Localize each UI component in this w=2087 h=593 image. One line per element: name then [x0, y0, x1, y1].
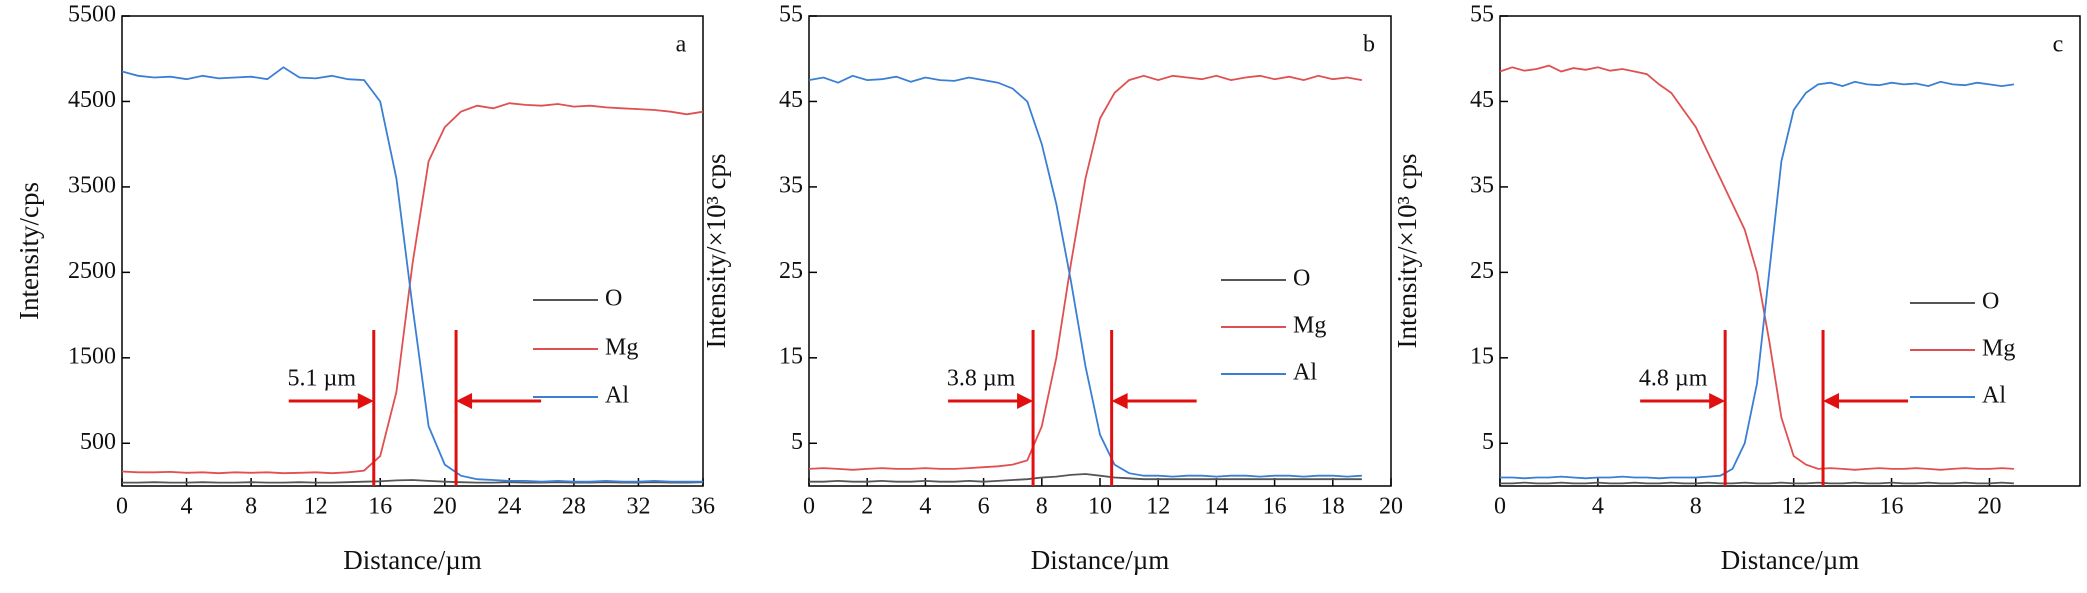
x-tick-label: 32: [626, 494, 650, 520]
x-tick-label: 28: [562, 494, 586, 520]
x-tick-label: 4: [181, 494, 193, 520]
y-tick-label: 35: [1470, 172, 1494, 198]
arrow-head: [1111, 393, 1128, 409]
arrow-head: [456, 393, 473, 409]
x-tick-label: 20: [433, 494, 457, 520]
y-tick-label: 3500: [68, 172, 116, 198]
legend-label: O: [605, 286, 622, 312]
x-tick-label: 36: [691, 494, 715, 520]
x-tick-label: 10: [1088, 494, 1112, 520]
x-tick-label: 16: [368, 494, 392, 520]
y-tick-label: 1500: [68, 343, 116, 369]
data-line: [808, 74, 1363, 471]
legend-label: Mg: [605, 335, 638, 361]
arrow-head: [1823, 393, 1840, 409]
y-tick-label: 45: [1470, 87, 1494, 113]
y-tick-label: 35: [779, 172, 803, 198]
y-axis-label: Intensity/×10³ cps: [1392, 153, 1422, 348]
y-tick-label: 5500: [68, 2, 116, 28]
x-tick-label: 20: [1977, 494, 2001, 520]
data-line: [121, 66, 703, 483]
annotation: 5.1 µm: [288, 366, 357, 392]
arrow-head: [1709, 393, 1726, 409]
data-line: [1500, 481, 2014, 485]
legend-label: Mg: [1982, 336, 2015, 362]
plot-frame: [1499, 15, 2081, 487]
y-tick-label: 25: [1470, 258, 1494, 284]
y-tick-label: 15: [1470, 343, 1494, 369]
x-tick-label: 16: [1263, 494, 1287, 520]
y-axis-label: Intensity/×10³ cps: [701, 153, 731, 348]
x-tick-label: 12: [1146, 494, 1170, 520]
data-line: [1500, 80, 2015, 480]
data-line: [809, 473, 1362, 483]
x-axis-label: Distance/µm: [343, 545, 482, 575]
x-tick-label: 4: [919, 494, 931, 520]
x-tick-label: 12: [304, 494, 328, 520]
x-tick-label: 8: [1036, 494, 1048, 520]
x-tick-label: 20: [1379, 494, 1403, 520]
x-tick-label: 8: [245, 494, 257, 520]
annotation: 3.8 µm: [947, 366, 1016, 392]
x-tick-label: 12: [1782, 494, 1806, 520]
x-tick-label: 0: [1494, 494, 1506, 520]
y-tick-label: 25: [779, 258, 803, 284]
legend-label: Al: [1982, 383, 2006, 409]
x-tick-label: 16: [1880, 494, 1904, 520]
x-tick-label: 6: [978, 494, 990, 520]
annotation: 4.8 µm: [1639, 366, 1708, 392]
x-tick-label: 4: [1592, 494, 1604, 520]
legend-label: Al: [1293, 360, 1317, 386]
x-axis-label: Distance/µm: [1031, 545, 1170, 575]
y-tick-label: 5: [791, 429, 803, 455]
x-tick-label: 8: [1690, 494, 1702, 520]
x-axis-label: Distance/µm: [1721, 545, 1860, 575]
x-tick-label: 24: [497, 494, 521, 520]
arrow-head: [357, 393, 374, 409]
x-tick-label: 2: [861, 494, 873, 520]
data-line: [808, 74, 1362, 478]
y-tick-label: 5: [1482, 429, 1494, 455]
y-tick-label: 4500: [68, 87, 116, 113]
arrow-head: [1017, 393, 1034, 409]
plot-frame: [808, 15, 1392, 487]
legend-label: O: [1293, 266, 1310, 292]
data-line: [122, 479, 704, 484]
panel-letter: b: [1363, 32, 1375, 58]
y-tick-label: 500: [80, 429, 116, 455]
x-tick-label: 0: [803, 494, 815, 520]
y-tick-label: 55: [779, 2, 803, 28]
panel-letter: c: [2053, 32, 2064, 58]
legend-label: Mg: [1293, 313, 1326, 339]
y-axis-label: Intensity/cps: [14, 182, 44, 320]
plot-frame: [121, 15, 704, 487]
x-tick-label: 18: [1321, 494, 1345, 520]
y-tick-label: 2500: [68, 258, 116, 284]
y-tick-label: 45: [779, 87, 803, 113]
data-line: [1499, 64, 2014, 471]
y-tick-label: 15: [779, 343, 803, 369]
x-tick-label: 0: [116, 494, 128, 520]
x-tick-label: 14: [1204, 494, 1228, 520]
panel-letter: a: [676, 32, 687, 58]
data-line: [121, 102, 704, 475]
legend-label: Al: [605, 383, 629, 409]
legend-label: O: [1982, 289, 1999, 315]
y-tick-label: 55: [1470, 2, 1494, 28]
